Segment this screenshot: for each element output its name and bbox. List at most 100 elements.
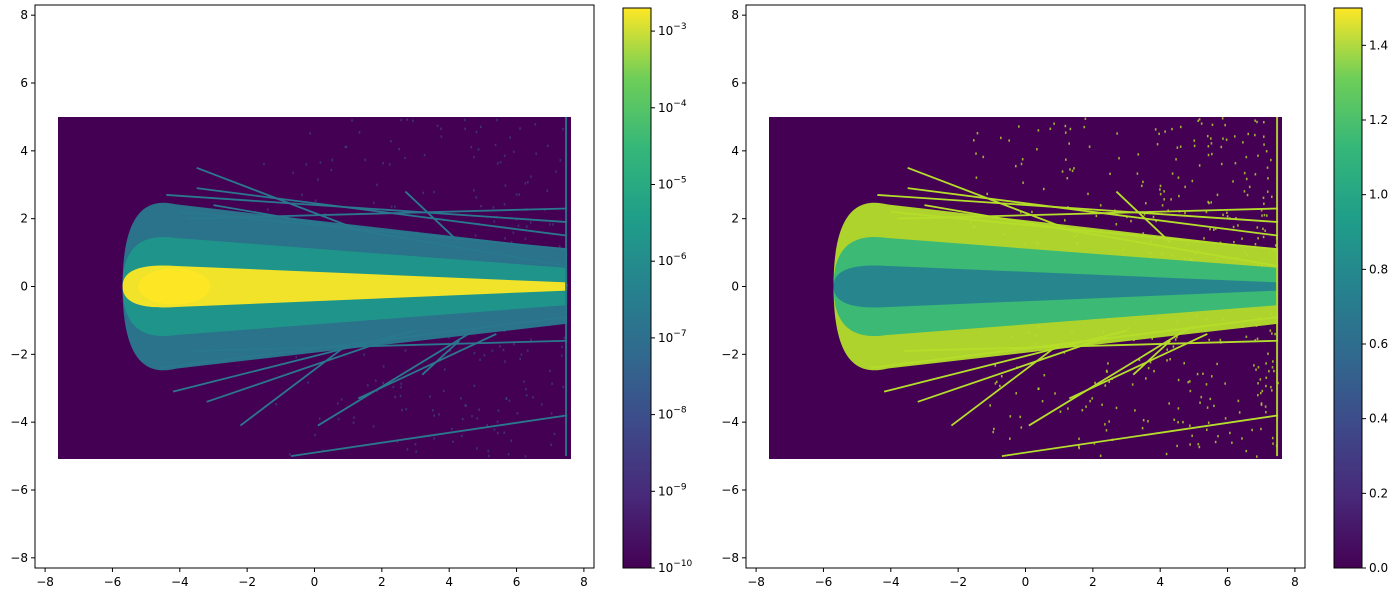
noise-pixel <box>559 159 562 162</box>
colorbar-tick-label: 10−6 <box>658 252 687 268</box>
noise-pixel <box>392 385 395 389</box>
noise-pixel <box>509 136 511 139</box>
noise-pixel <box>530 338 532 342</box>
noise-pixel <box>1009 437 1011 440</box>
noise-pixel <box>1256 226 1259 229</box>
noise-pixel <box>550 412 553 415</box>
left-x-axis: −8 −6 −4 −2 0 2 4 6 8 <box>36 568 588 589</box>
beam-core <box>122 265 568 308</box>
particle-streak <box>213 204 568 268</box>
noise-pixel <box>1254 173 1257 176</box>
noise-pixel <box>414 443 417 446</box>
noise-pixel <box>401 408 403 412</box>
noise-pixel <box>1068 142 1070 145</box>
noise-pixel <box>1265 150 1268 153</box>
noise-pixel <box>1222 213 1224 217</box>
y-tick-label: 0 <box>20 280 28 294</box>
noise-pixel <box>449 349 451 352</box>
noise-pixel <box>440 135 443 138</box>
noise-pixel <box>1036 148 1038 151</box>
noise-pixel <box>510 241 513 244</box>
noise-pixel <box>1273 369 1275 373</box>
noise-pixel <box>1078 437 1080 440</box>
noise-pixel <box>552 223 554 226</box>
colorbar-tick-label: 10−8 <box>658 406 687 422</box>
noise-pixel <box>1256 120 1258 124</box>
noise-pixel <box>367 384 369 387</box>
noise-pixel <box>975 176 978 179</box>
noise-pixel <box>982 155 985 159</box>
noise-pixel <box>1101 403 1103 406</box>
noise-pixel <box>1265 362 1267 365</box>
noise-pixel <box>1041 400 1044 403</box>
noise-pixel <box>412 119 414 123</box>
noise-pixel <box>1193 139 1196 142</box>
noise-pixel <box>404 156 406 160</box>
edge-column <box>565 117 568 457</box>
x-tick-label: 4 <box>1156 575 1164 589</box>
right-x-axis: −8 −6 −4 −2 0 2 4 6 8 <box>747 568 1299 589</box>
noise-pixel <box>1054 392 1056 395</box>
noise-pixel <box>1200 122 1203 125</box>
noise-pixel <box>1205 428 1208 431</box>
noise-pixel <box>1217 434 1219 438</box>
noise-pixel <box>1260 209 1263 212</box>
colorbar-tick-label: 1.2 <box>1369 113 1388 127</box>
particle-streak <box>877 194 1279 223</box>
noise-pixel <box>553 432 556 436</box>
noise-pixel <box>1205 210 1208 214</box>
noise-pixel <box>1271 332 1273 335</box>
noise-pixel <box>388 163 391 166</box>
noise-pixel <box>465 404 467 407</box>
noise-pixel <box>546 144 549 148</box>
noise-pixel <box>330 168 333 172</box>
noise-pixel <box>1270 158 1272 162</box>
noise-pixel <box>470 145 473 149</box>
noise-pixel <box>1161 204 1164 207</box>
noise-pixel <box>1163 190 1165 193</box>
noise-pixel <box>1263 213 1266 217</box>
noise-pixel <box>503 154 506 157</box>
noise-pixel <box>561 354 563 357</box>
x-tick-label: −6 <box>815 575 833 589</box>
noise-pixel <box>331 158 334 162</box>
y-tick-label: 8 <box>20 8 28 22</box>
noise-pixel <box>1156 143 1159 146</box>
noise-pixel <box>1224 417 1227 420</box>
noise-pixel <box>340 398 343 401</box>
noise-pixel <box>491 349 494 352</box>
noise-pixel <box>1144 202 1147 205</box>
noise-pixel <box>494 143 497 147</box>
noise-pixel <box>1191 179 1194 183</box>
noise-pixel <box>443 368 446 371</box>
right-colorbar-gradient <box>1333 7 1363 569</box>
noise-pixel <box>1267 352 1269 355</box>
noise-pixel <box>405 408 408 411</box>
noise-pixel <box>504 184 507 187</box>
y-tick-label: −6 <box>10 483 28 497</box>
noise-pixel <box>1207 421 1210 424</box>
noise-pixel <box>995 380 998 384</box>
right-heatmap-panel: −8 −6 −4 −2 0 2 4 6 8 −8 −6 −4 −2 0 2 4 6 8 <box>721 4 1306 589</box>
colorbar-tick-label: 10−7 <box>658 329 687 345</box>
noise-pixel <box>275 402 277 406</box>
y-tick-label: −4 <box>721 415 739 429</box>
noise-pixel <box>1266 166 1269 169</box>
noise-pixel <box>1198 164 1201 167</box>
noise-pixel <box>314 199 317 202</box>
noise-pixel <box>1142 418 1145 422</box>
noise-pixel <box>429 395 431 398</box>
noise-pixel <box>345 145 348 149</box>
noise-pixel <box>1177 407 1180 410</box>
noise-pixel <box>1142 232 1145 235</box>
colorbar-tick-label: 0.2 <box>1369 486 1388 500</box>
particle-streak <box>917 336 1107 403</box>
noise-pixel <box>376 389 378 393</box>
noise-pixel <box>479 125 482 129</box>
noise-pixel <box>1213 404 1215 408</box>
noise-pixel <box>1071 169 1074 173</box>
noise-pixel <box>344 145 347 149</box>
noise-pixel <box>432 409 434 412</box>
noise-pixel <box>1222 137 1224 140</box>
noise-pixel <box>525 225 528 228</box>
